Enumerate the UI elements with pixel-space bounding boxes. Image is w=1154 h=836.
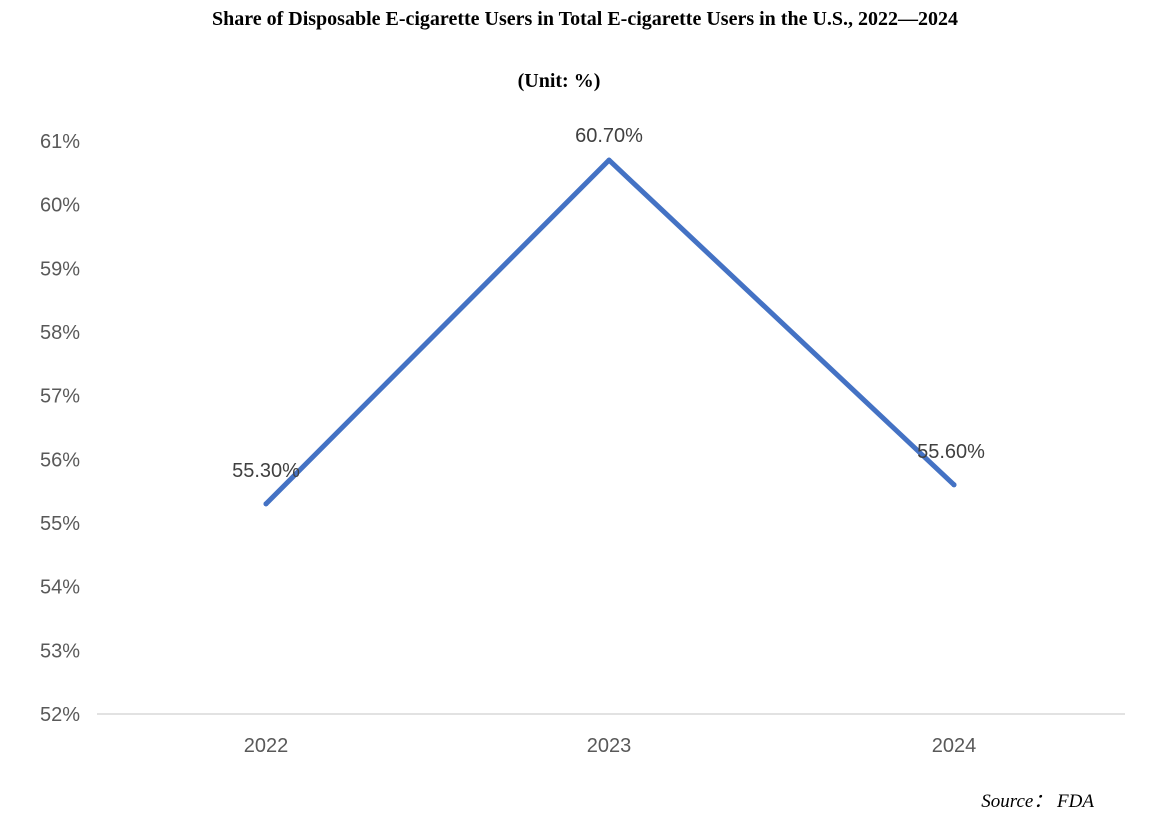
- data-point: [606, 157, 612, 163]
- source-note: Source： FDA: [981, 791, 1094, 812]
- chart-subtitle: (Unit: %): [517, 70, 601, 92]
- y-tick-label: 54%: [40, 577, 80, 599]
- data-label: 55.30%: [232, 460, 300, 482]
- data-label: 55.60%: [917, 441, 985, 463]
- y-tick-label: 59%: [40, 258, 80, 280]
- series-line: [263, 157, 957, 507]
- data-label: 60.70%: [575, 125, 643, 147]
- y-tick-label: 55%: [40, 513, 80, 535]
- x-tick-label: 2024: [932, 735, 977, 757]
- y-tick-label: 60%: [40, 195, 80, 217]
- y-tick-label: 52%: [40, 704, 80, 726]
- chart-title: Share of Disposable E-cigarette Users in…: [211, 8, 959, 30]
- data-point: [951, 482, 957, 488]
- y-tick-label: 53%: [40, 640, 80, 662]
- y-tick-label: 58%: [40, 322, 80, 344]
- data-point: [263, 501, 269, 507]
- x-tick-label: 2022: [244, 735, 289, 757]
- y-tick-label: 61%: [40, 131, 80, 153]
- y-tick-label: 57%: [40, 386, 80, 408]
- x-tick-label: 2023: [587, 735, 632, 757]
- y-tick-label: 56%: [40, 449, 80, 471]
